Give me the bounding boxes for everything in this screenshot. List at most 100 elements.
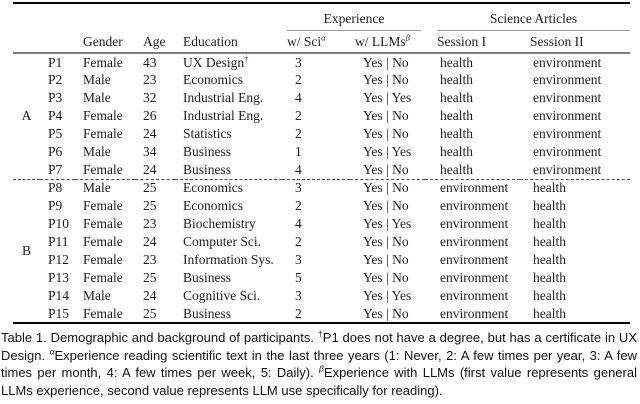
participant-id-cell: P15 — [48, 305, 70, 321]
llms-experience-cell: Yes | No — [363, 72, 409, 87]
education-cell: Statistics — [183, 126, 232, 141]
experience-sci-header: w/ Sciα — [282, 31, 350, 54]
beta-note-mark: β — [405, 32, 410, 42]
session2-article-cell: environment — [533, 90, 602, 105]
participant-id-cell: P14 — [48, 288, 70, 303]
participant-row: P7 Female 24 Business 4 Yes | No health environ… — [13, 161, 630, 179]
science-articles-group-label: Science Articles — [437, 11, 630, 31]
participant-row: P3 Male 32 Industrial Eng. 4 Yes | Yes health e… — [13, 89, 630, 107]
session1-article-cell: health — [440, 54, 473, 70]
sci-experience-cell: 5 — [295, 270, 302, 285]
experience-group-header: Experience — [282, 3, 425, 31]
gender-cell: Male — [83, 288, 111, 303]
experience-llms-label: w/ LLMs — [355, 33, 406, 49]
age-cell: 23 — [143, 72, 157, 87]
session2-article-cell: environment — [533, 54, 602, 70]
llms-experience-cell: Yes | Yes — [363, 90, 412, 105]
session2-article-cell: environment — [533, 144, 602, 159]
session1-article-cell: environment — [425, 178, 520, 197]
sci-experience-cell: 4 — [295, 161, 302, 177]
participant-row: A P1 Female 43 UX Design† 3 Yes | No health envi… — [13, 53, 630, 124]
education-cell: Biochemistry — [183, 216, 256, 231]
age-cell: 24 — [143, 126, 157, 141]
sci-experience-cell: 3 — [295, 54, 302, 70]
session2-article-cell: health — [533, 270, 566, 285]
education-cell: Economics — [183, 72, 243, 87]
education-cell: Business — [183, 305, 232, 321]
session2-article-cell: health — [520, 178, 630, 197]
session2-article-cell: environment — [533, 161, 602, 177]
education-cell: Business — [183, 270, 232, 285]
age-cell: 24 — [143, 288, 157, 303]
age-cell: 25 — [143, 305, 157, 321]
session1-article-cell: environment — [440, 270, 509, 285]
session1-article-cell: environment — [440, 198, 509, 213]
education-cell: Economics — [175, 178, 282, 197]
participant-row: P12 Female 23 Information Sys. 3 Yes | No envi… — [13, 251, 630, 269]
session2-article-cell: environment — [533, 108, 602, 123]
caption-note-mark: α — [49, 346, 55, 357]
session2-header: Session II — [520, 31, 630, 54]
sci-experience-cell: 2 — [295, 108, 302, 123]
session1-article-cell: health — [440, 72, 473, 87]
gender-cell: Male — [75, 178, 135, 197]
age-cell: 43 — [143, 54, 157, 70]
header-spacer — [13, 31, 75, 54]
llms-experience-cell: Yes | No — [363, 234, 409, 249]
participant-row: P5 Female 24 Statistics 2 Yes | No health envir… — [13, 125, 630, 143]
llms-experience-cell: Yes | No — [363, 252, 409, 267]
participant-id-cell: P6 — [48, 144, 63, 159]
participant-id-cell: P3 — [48, 90, 63, 105]
participant-row: P10 Female 23 Biochemistry 4 Yes | Yes environ… — [13, 215, 630, 233]
gender-cell: Female — [83, 252, 123, 267]
education-header: Education — [175, 31, 282, 54]
sci-experience-cell: 2 — [295, 305, 302, 321]
gender-cell: Female — [83, 108, 123, 123]
header-spacer — [13, 3, 282, 31]
gender-cell: Female — [83, 126, 123, 141]
gender-cell: Female — [83, 216, 123, 231]
llms-experience-cell: Yes | No — [363, 305, 409, 321]
age-cell: 24 — [143, 161, 157, 177]
participant-id-cell: P13 — [48, 270, 70, 285]
session2-article-cell: health — [533, 234, 566, 249]
education-cell: Business — [183, 144, 232, 159]
session1-article-cell: environment — [440, 288, 509, 303]
session1-article-cell: health — [440, 144, 473, 159]
session1-article-cell: health — [440, 108, 473, 123]
age-cell: 25 — [143, 270, 157, 285]
sci-experience-cell: 3 — [282, 178, 350, 197]
participant-row: P9 Female 25 Economics 2 Yes | No environment h… — [13, 197, 630, 215]
experience-llms-header: w/ LLMsβ — [350, 31, 425, 54]
education-cell: Industrial Eng. — [183, 90, 264, 105]
participant-id-cell: P1 — [48, 54, 63, 70]
participant-row: P4 Female 26 Industrial Eng. 2 Yes | No health… — [13, 107, 630, 125]
experience-sci-label: w/ Sci — [287, 33, 322, 49]
session2-article-cell: health — [533, 305, 566, 321]
llms-experience-cell: Yes | No — [363, 108, 409, 123]
sci-experience-cell: 1 — [295, 144, 302, 159]
session1-article-cell: health — [440, 90, 473, 105]
llms-experience-cell: Yes | Yes — [363, 288, 412, 303]
gender-cell: Male — [83, 90, 111, 105]
education-cell: Economics — [183, 198, 243, 213]
age-cell: 32 — [143, 90, 157, 105]
column-header-row: Gender Age Education w/ Sciα w/ LLMsβ Se… — [13, 31, 630, 54]
session2-article-cell: health — [533, 198, 566, 213]
gender-cell: Female — [83, 161, 123, 177]
llms-experience-cell: Yes | No — [363, 54, 409, 70]
session2-article-cell: health — [533, 288, 566, 303]
alpha-note-mark: α — [321, 32, 326, 42]
participant-id-cell: P2 — [48, 72, 63, 87]
spanner-header-row: Experience Science Articles — [13, 3, 630, 31]
sci-experience-cell: 3 — [295, 252, 302, 267]
age-cell: 23 — [143, 252, 157, 267]
table-caption: Table 1. Demographic and background of p… — [1, 328, 637, 398]
gender-cell: Male — [83, 144, 111, 159]
participant-id-cell: P10 — [48, 216, 70, 231]
participant-id-cell: P8 — [40, 178, 75, 197]
experience-group-label: Experience — [287, 11, 421, 31]
age-cell: 34 — [143, 144, 157, 159]
sci-experience-cell: 2 — [295, 72, 302, 87]
